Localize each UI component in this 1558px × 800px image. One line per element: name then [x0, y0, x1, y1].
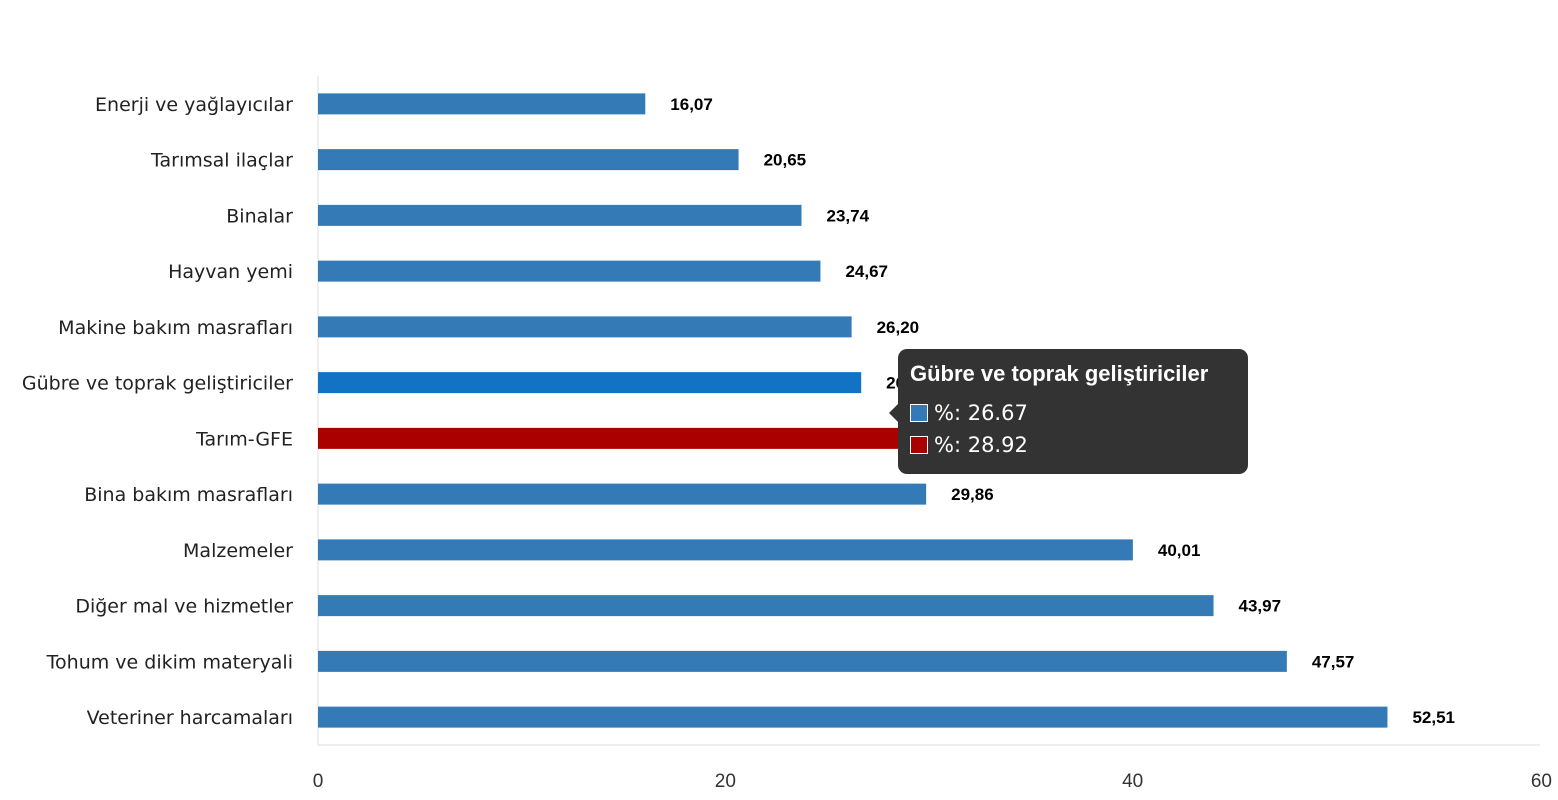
- bar[interactable]: [318, 93, 646, 115]
- bar[interactable]: [318, 149, 739, 171]
- data-label: 29,86: [951, 485, 994, 504]
- category-label: Hayvan yemi: [168, 261, 293, 283]
- x-tick-label: 20: [715, 771, 736, 792]
- data-label: 24,67: [845, 262, 888, 281]
- bar[interactable]: [318, 204, 802, 226]
- tooltip-title: Gübre ve toprak geliştiriciler: [910, 361, 1209, 386]
- category-label: Binalar: [226, 205, 293, 227]
- category-label: Tarımsal ilaçlar: [150, 150, 293, 172]
- tooltip-row: %: 28.92: [910, 429, 1236, 461]
- data-label: 16,07: [670, 95, 713, 114]
- data-label: 43,97: [1239, 597, 1282, 616]
- bar[interactable]: [318, 483, 927, 505]
- tooltip-row-value: %: 28.92: [934, 433, 1028, 457]
- tooltip-swatch-red: [910, 436, 928, 454]
- category-label: Tohum ve dikim materyali: [46, 651, 293, 673]
- data-label: 52,51: [1412, 708, 1455, 727]
- category-label: Veteriner harcamaları: [87, 707, 293, 729]
- bar[interactable]: [318, 427, 908, 449]
- tooltip-row: %: 26.67: [910, 397, 1236, 429]
- data-label: 26,20: [877, 318, 920, 337]
- chart-tooltip: Gübre ve toprak geliştiriciler %: 26.67 …: [889, 349, 1248, 474]
- tooltip-swatch-blue: [910, 404, 928, 422]
- x-tick-label: 60: [1531, 771, 1552, 792]
- category-label: Tarım-GFE: [195, 428, 293, 450]
- tooltip-arrow: [889, 404, 898, 422]
- x-tick-label: 40: [1122, 771, 1143, 792]
- bar[interactable]: [318, 595, 1214, 617]
- bars-group: [318, 93, 1388, 728]
- data-label: 20,65: [764, 151, 807, 170]
- data-label: 47,57: [1312, 652, 1355, 671]
- category-label: Malzemeler: [183, 540, 293, 562]
- bar[interactable]: [318, 539, 1133, 561]
- bar[interactable]: [318, 706, 1388, 728]
- x-tick-label: 0: [313, 771, 324, 792]
- category-label: Diğer mal ve hizmetler: [75, 596, 293, 618]
- bar[interactable]: [318, 650, 1287, 672]
- category-label: Enerji ve yağlayıcılar: [95, 94, 293, 116]
- data-label: 23,74: [827, 206, 870, 225]
- data-label: 40,01: [1158, 541, 1201, 560]
- bar[interactable]: [318, 260, 821, 282]
- bar[interactable]: [318, 372, 862, 394]
- category-label: Gübre ve toprak geliştiriciler: [22, 373, 293, 395]
- labels-group: Enerji ve yağlayıcılar 16,07 Tarımsal ilaç…: [22, 94, 1455, 729]
- tooltip-row-value: %: 26.67: [934, 401, 1028, 425]
- x-ticks-group: 0 20 40 60: [313, 771, 1552, 792]
- category-label: Bina bakım masrafları: [84, 484, 293, 506]
- axes: [317, 76, 1540, 746]
- category-label: Makine bakım masrafları: [58, 317, 293, 339]
- bar[interactable]: [318, 316, 852, 338]
